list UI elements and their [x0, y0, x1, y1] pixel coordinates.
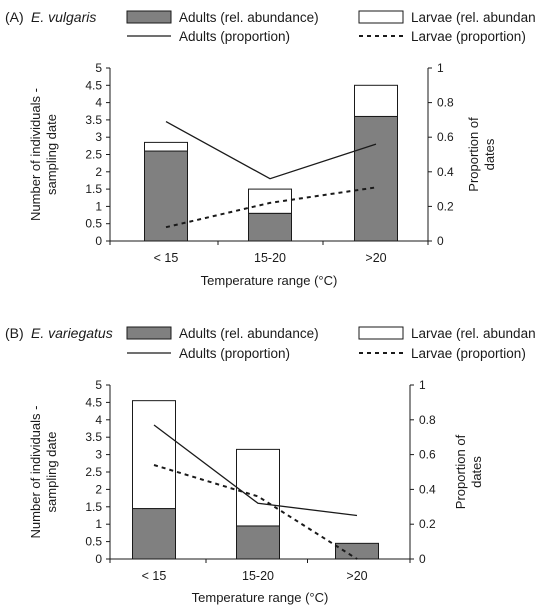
y-tick-label-left: 0 [95, 234, 102, 248]
legend-label-adults-abundance: Adults (rel. abundance) [179, 10, 319, 25]
y-tick-label-left: 1.5 [85, 500, 102, 514]
y-tick-label-right: 0.2 [437, 199, 454, 213]
legend-label-adults-abundance: Adults (rel. abundance) [179, 326, 319, 341]
y-tick-label-right: 0.6 [419, 448, 436, 462]
y-tick-label-left: 3.5 [85, 430, 102, 444]
y-tick-label-left: 1 [95, 199, 102, 213]
legend-label-larvae-proportion: Larvae (proportion) [411, 29, 526, 44]
panel-label: (A) [5, 9, 24, 25]
species-name: E. variegatus [31, 325, 113, 341]
x-tick-label: 15-20 [242, 569, 274, 583]
x-axis-title: Temperature range (°C) [201, 273, 338, 288]
y2-axis-title-line: Proportion of [466, 117, 481, 192]
bar-adults [248, 212, 292, 242]
legend-label-adults-proportion: Adults (proportion) [179, 29, 290, 44]
legend-swatch-larvae-abundance [358, 326, 404, 340]
species-name: E. vulgaris [31, 9, 96, 25]
legend-label-larvae-abundance: Larvae (rel. abundance [411, 326, 535, 341]
bar-larvae [354, 84, 398, 117]
y-tick-label-right: 0.4 [437, 165, 454, 179]
line-larvae-proportion [165, 186, 377, 229]
y-tick-label-left: 4 [95, 413, 102, 427]
x-tick-label: 15-20 [254, 251, 286, 265]
y-tick-label-left: 1 [95, 517, 102, 531]
y-axis-title: Number of individuals -sampling date [28, 406, 59, 539]
line-adults-proportion [165, 121, 377, 180]
y-tick-label-right: 1 [437, 61, 444, 75]
panel-b: (B) E. variegatus Adults (rel. abundance) L… [5, 325, 535, 605]
y2-axis-title-line: Proportion of [453, 434, 468, 509]
y2-axis-title: Proportion ofdates [453, 434, 484, 509]
y-tick-label-right: 0.8 [437, 96, 454, 110]
x-axis-title: Temperature range (°C) [192, 590, 329, 605]
line-adults-proportion [153, 424, 358, 517]
y-axis-title: Number of individuals -sampling date [28, 88, 59, 221]
y-tick-label-left: 3 [95, 130, 102, 144]
bar-adults [144, 150, 188, 242]
x-tick-label: < 15 [142, 569, 167, 583]
y-tick-label-right: 0.4 [419, 482, 436, 496]
y-tick-label-right: 1 [419, 378, 426, 392]
y-axis-title-line: sampling date [44, 114, 59, 195]
legend-swatch-adults-abundance [126, 326, 172, 340]
legend-label-larvae-proportion: Larvae (proportion) [411, 346, 526, 361]
legend-label-larvae-abundance: Larvae (rel. abundance) [411, 10, 535, 25]
y2-axis-title-line: dates [482, 138, 497, 170]
bar-larvae [236, 448, 280, 527]
line-larvae-proportion [153, 464, 358, 560]
y-tick-label-left: 0 [95, 552, 102, 566]
bar-adults [354, 115, 398, 242]
y-tick-label-left: 5 [95, 378, 102, 392]
y-axis-title-line: Number of individuals - [28, 88, 43, 221]
legend: Adults (rel. abundance) Larvae (rel. abun… [126, 326, 535, 361]
y-tick-label-right: 0.6 [437, 130, 454, 144]
y-tick-label-left: 0.5 [85, 535, 102, 549]
panel-a: (A) E. vulgaris Adults (rel. abundance) Lar… [5, 9, 535, 288]
legend: Adults (rel. abundance) Larvae (rel. abun… [126, 10, 535, 44]
y-tick-label-left: 4 [95, 96, 102, 110]
bar-adults [132, 508, 176, 560]
bar-larvae [144, 141, 188, 152]
y-tick-label-left: 2 [95, 482, 102, 496]
y-tick-label-left: 2.5 [85, 465, 102, 479]
y-tick-label-right: 0.2 [419, 517, 436, 531]
y-tick-label-right: 0 [437, 234, 444, 248]
y-tick-label-left: 3.5 [85, 113, 102, 127]
y-tick-label-left: 4.5 [85, 395, 102, 409]
y-tick-label-left: 2 [95, 165, 102, 179]
y-tick-label-left: 4.5 [85, 78, 102, 92]
y-tick-label-left: 2.5 [85, 148, 102, 162]
y-tick-label-left: 0.5 [85, 217, 102, 231]
y-tick-label-right: 0 [419, 552, 426, 566]
legend-swatch-larvae-abundance [358, 10, 404, 24]
legend-swatch-adults-abundance [126, 10, 172, 24]
legend-label-adults-proportion: Adults (proportion) [179, 346, 290, 361]
y-tick-label-right: 0.8 [419, 413, 436, 427]
bar-adults [236, 525, 280, 560]
bar-larvae [132, 400, 176, 510]
y-axis-title-line: Number of individuals - [28, 406, 43, 539]
y2-axis-title-line: dates [469, 456, 484, 488]
panel-label: (B) [5, 325, 24, 341]
y-tick-label-left: 1.5 [85, 182, 102, 196]
x-tick-label: < 15 [154, 251, 179, 265]
x-tick-label: >20 [346, 569, 367, 583]
bar-adults [335, 542, 379, 560]
y-axis-title-line: sampling date [44, 432, 59, 513]
x-tick-label: >20 [365, 251, 386, 265]
y-tick-label-left: 5 [95, 61, 102, 75]
y2-axis-title: Proportion ofdates [466, 117, 497, 192]
y-tick-label-left: 3 [95, 448, 102, 462]
